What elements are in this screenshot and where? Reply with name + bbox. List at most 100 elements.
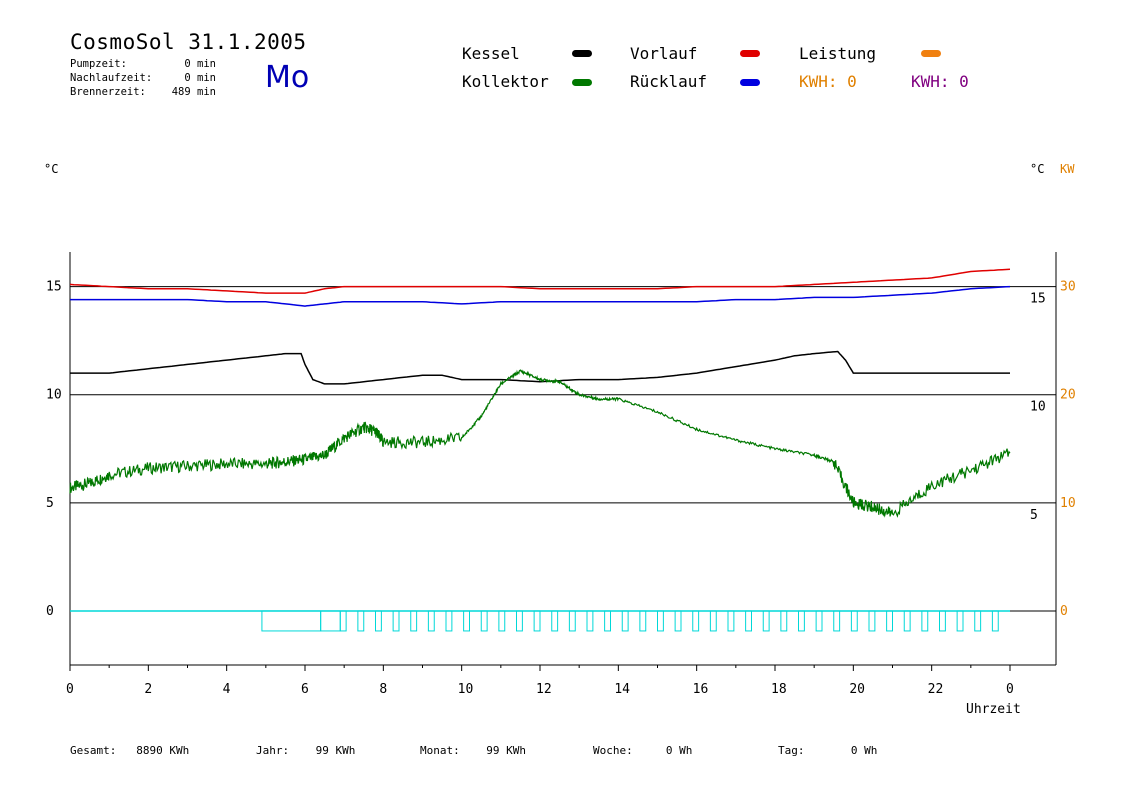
footer-label: Tag: [778,744,805,757]
legend-kessel: Kessel [462,44,520,63]
stat-label: Pumpzeit: [70,58,127,70]
y-tick-right-c-10: 10 [1030,400,1046,415]
stat-pumpzeit: Pumpzeit: 0 min [70,58,216,71]
pump-pulse-17 [639,610,647,632]
y-tick-left-15: 15 [46,280,62,295]
chart-grid [70,286,1056,612]
legend-ruecklauf: Rücklauf [630,72,708,91]
series-line-kollektor [69,369,1011,518]
stat-value: 0 min [184,58,216,70]
pump-pulse-8 [480,610,488,632]
pump-pulse-11 [533,610,541,632]
stat-label: Brennerzeit: [70,86,146,98]
stat-brennerzeit: Brennerzeit: 489 min [70,86,216,99]
footer-value: 0 Wh [850,744,878,757]
pump-pulse-36 [974,610,982,632]
pump-pulse-15 [604,610,611,632]
pump-pulse-18 [657,610,664,632]
stat-value: 489 min [171,86,216,98]
pump-pulse-2 [375,610,382,632]
legend-leistung-swatch [921,50,941,57]
pump-pulse-26 [798,610,805,632]
pump-pulse-9 [498,610,506,632]
footer-label: Monat: [420,744,460,757]
pump-pulse-16 [621,610,629,632]
pump-pulse-13 [568,610,576,632]
x-tick-label-11: 22 [928,682,944,697]
pump-pulse-35 [956,610,964,632]
pump-activity [70,610,1010,632]
pump-pulse-4 [410,610,418,632]
chart-title: CosmoSol 31.1.2005 [70,30,307,54]
pump-pulse-23 [745,610,752,632]
x-tick-label-9: 18 [771,682,787,697]
footer-label: Woche: [593,744,633,757]
x-tick-label-4: 8 [379,682,387,697]
series-line-vorlauf [69,268,1011,294]
series-line-ruecklauf [70,285,1011,307]
pump-pulse-20 [692,610,700,632]
pump-pulse-22 [727,610,735,632]
x-axis-label: Uhrzeit [966,702,1021,717]
legend-kollektor: Kollektor [462,72,549,91]
x-tick-label-5: 10 [458,682,474,697]
y-tick-right-kw-10: 10 [1060,496,1076,511]
legend-kwh-orange: KWH: 0 [799,72,857,91]
legend-kwh-purple: KWH: 0 [911,72,969,91]
footer-monat: Monat: 99 KWh [420,744,526,757]
pump-pulse-37 [991,610,999,632]
legend-vorlauf: Vorlauf [630,44,698,63]
y-tick-right-c-5: 5 [1030,508,1038,523]
pump-pulse-19 [674,610,682,632]
pump-pulse-7 [463,610,470,632]
footer-label: Jahr: [256,744,290,757]
y-tick-right-c-15: 15 [1030,292,1046,307]
stat-value: 0 min [184,72,216,84]
legend-leistung: Leistung [799,44,877,63]
x-tick-label-1: 2 [144,682,152,697]
y-tick-right-kw-30: 30 [1060,280,1076,295]
pump-pulse-25 [780,610,788,632]
chart-ticks: 0 5 10 15 5 10 15 0 10 20 30 0 2 4 6 8 10 12 14 16 18 20 22 0 [46,280,1076,697]
y-tick-left-5: 5 [46,496,54,511]
pump-pulse-29 [850,610,858,632]
chart-axes [69,252,1057,671]
right-unit-label: °C [1030,162,1045,176]
left-unit-label: °C [44,162,59,176]
x-tick-label-10: 20 [849,682,865,697]
y-tick-left-10: 10 [46,388,62,403]
pump-pulse-24 [762,610,770,632]
legend-ruecklauf-swatch [740,79,760,86]
footer-woche: Woche: 0 Wh [593,744,692,757]
footer-value: 99 KWh [486,744,526,757]
chart-series [69,268,1011,518]
footer-tag: Tag: 0 Wh [778,744,877,757]
x-tick-label-12: 0 [1006,682,1014,697]
x-tick-label-8: 16 [693,682,709,697]
footer-label: Gesamt: [70,744,117,757]
x-tick-label-6: 12 [536,682,552,697]
y-tick-right-kw-20: 20 [1060,388,1076,403]
stat-label: Nachlaufzeit: [70,72,153,84]
pump-pulse-12 [551,610,559,632]
pump-pulse-31 [886,610,893,632]
legend-kessel-swatch [572,50,592,57]
pump-pulse-0 [339,610,347,632]
right-kw-unit-label: KW [1060,162,1075,176]
y-tick-right-kw-0: 0 [1060,604,1068,619]
pump-pulse-33 [921,610,929,632]
footer-value: 99 KWh [315,744,356,757]
pump-period-block [320,610,341,632]
stat-nachlaufzeit: Nachlaufzeit: 0 min [70,72,216,85]
x-tick-label-7: 14 [614,682,630,697]
pump-pulse-5 [427,610,435,632]
footer-jahr: Jahr: 99 KWh [256,744,355,757]
legend-kollektor-swatch [572,79,592,86]
y-tick-left-0: 0 [46,604,54,619]
x-tick-label-0: 0 [66,682,74,697]
pump-pulse-3 [392,610,400,632]
pump-pulse-32 [903,610,911,632]
pump-period-block [261,610,322,632]
weekday-label: Mo [265,60,310,95]
